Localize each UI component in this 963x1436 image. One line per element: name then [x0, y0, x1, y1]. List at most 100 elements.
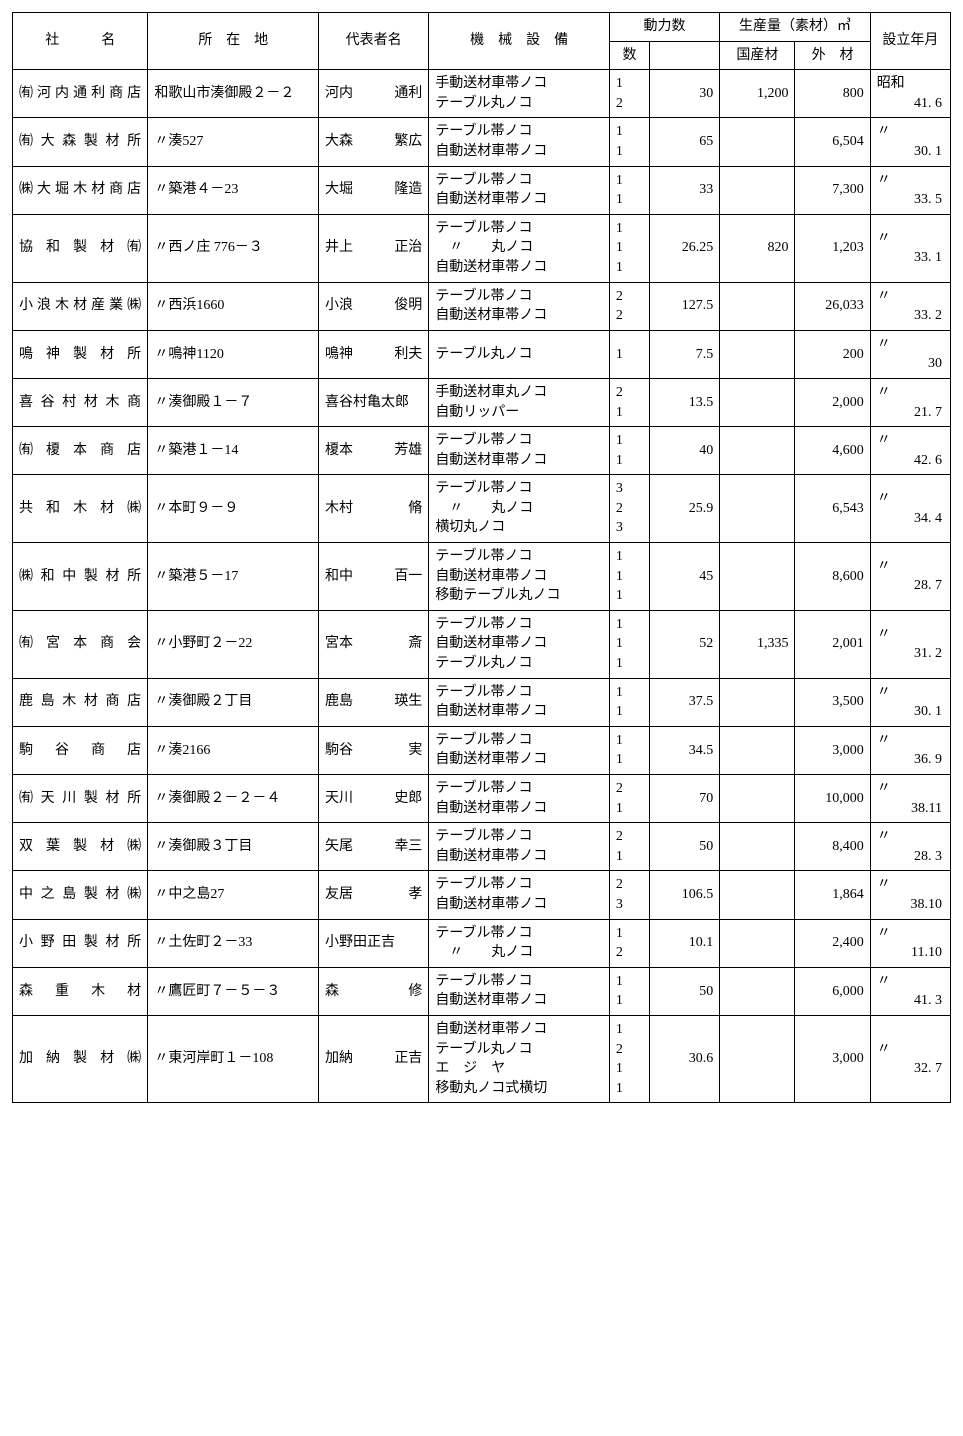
table-row: ㈲河内通利商店和歌山市湊御殿２－２河内通利手動送材車帯ノコテーブル丸ノコ1230… — [13, 70, 951, 118]
cell-production-foreign: 3,000 — [795, 1015, 870, 1102]
cell-established: 〃34. 4 — [870, 475, 950, 543]
cell-established: 〃38.10 — [870, 871, 950, 919]
cell-production-foreign: 2,001 — [795, 610, 870, 678]
cell-company-name: 鹿島木材商店 — [13, 678, 148, 726]
cell-address: 〃本町９－９ — [148, 475, 319, 543]
table-row: ㈲天川製材所〃湊御殿２－２－４天川史郎テーブル帯ノコ自動送材車帯ノコ217010… — [13, 775, 951, 823]
col-prod: 生産量（素材）㎥ — [720, 13, 870, 42]
cell-production-domestic — [720, 427, 795, 475]
cell-representative: 小浪俊明 — [318, 282, 428, 330]
cell-address: 〃築港１－14 — [148, 427, 319, 475]
cell-power-count: 11 — [609, 726, 649, 774]
col-prod-for: 外 材 — [795, 41, 870, 70]
cell-power-count: 21 — [609, 378, 649, 426]
cell-power-value: 30 — [650, 70, 720, 118]
col-power: 動力数 — [609, 13, 719, 42]
cell-production-domestic — [720, 823, 795, 871]
cell-production-domestic — [720, 378, 795, 426]
table-row: ㈲ 宮 本 商 会〃小野町２－22宮本斎テーブル帯ノコ自動送材車帯ノコテーブル丸… — [13, 610, 951, 678]
col-name: 社 名 — [13, 13, 148, 70]
cell-production-foreign: 6,000 — [795, 967, 870, 1015]
cell-power-value: 40 — [650, 427, 720, 475]
cell-address: 〃築港４－23 — [148, 166, 319, 214]
cell-representative: 森修 — [318, 967, 428, 1015]
cell-company-name: 協 和 製 材 ㈲ — [13, 214, 148, 282]
cell-power-value: 13.5 — [650, 378, 720, 426]
cell-equipment: テーブル帯ノコ自動送材車帯ノコ移動テーブル丸ノコ — [429, 543, 610, 611]
cell-power-value: 52 — [650, 610, 720, 678]
cell-address: 〃湊527 — [148, 118, 319, 166]
cell-company-name: ㈲大森製材所 — [13, 118, 148, 166]
cell-representative: 喜谷村亀太郎 — [318, 378, 428, 426]
cell-representative: 大森繁広 — [318, 118, 428, 166]
cell-production-foreign: 1,864 — [795, 871, 870, 919]
cell-power-count: 11 — [609, 678, 649, 726]
cell-production-domestic — [720, 118, 795, 166]
table-row: 中之島製材㈱〃中之島27友居孝テーブル帯ノコ自動送材車帯ノコ23106.51,8… — [13, 871, 951, 919]
cell-representative: 木村脩 — [318, 475, 428, 543]
cell-established: 昭和41. 6 — [870, 70, 950, 118]
cell-established: 〃33. 5 — [870, 166, 950, 214]
cell-equipment: テーブル帯ノコ自動送材車帯ノコ — [429, 823, 610, 871]
cell-production-domestic — [720, 967, 795, 1015]
cell-power-value: 34.5 — [650, 726, 720, 774]
cell-power-count: 11 — [609, 967, 649, 1015]
cell-power-value: 10.1 — [650, 919, 720, 967]
cell-company-name: 加 納 製 材 ㈱ — [13, 1015, 148, 1102]
cell-established: 〃28. 7 — [870, 543, 950, 611]
cell-company-name: ㈱和中製材所 — [13, 543, 148, 611]
col-rep: 代表者名 — [318, 13, 428, 70]
cell-equipment: テーブル帯ノコ自動送材車帯ノコテーブル丸ノコ — [429, 610, 610, 678]
cell-equipment: テーブル帯ノコ自動送材車帯ノコ — [429, 118, 610, 166]
cell-equipment: テーブル帯ノコ 〃 丸ノコ自動送材車帯ノコ — [429, 214, 610, 282]
cell-production-domestic — [720, 1015, 795, 1102]
cell-production-domestic — [720, 475, 795, 543]
cell-production-domestic — [720, 330, 795, 378]
cell-company-name: 中之島製材㈱ — [13, 871, 148, 919]
cell-equipment: テーブル丸ノコ — [429, 330, 610, 378]
cell-established: 〃36. 9 — [870, 726, 950, 774]
cell-power-value: 33 — [650, 166, 720, 214]
cell-representative: 河内通利 — [318, 70, 428, 118]
cell-production-domestic — [720, 166, 795, 214]
cell-established: 〃33. 2 — [870, 282, 950, 330]
cell-representative: 小野田正吉 — [318, 919, 428, 967]
cell-production-foreign: 800 — [795, 70, 870, 118]
col-addr: 所 在 地 — [148, 13, 319, 70]
cell-company-name: 小野田製材所 — [13, 919, 148, 967]
cell-production-foreign: 8,600 — [795, 543, 870, 611]
cell-representative: 加納正吉 — [318, 1015, 428, 1102]
cell-power-value: 70 — [650, 775, 720, 823]
cell-production-domestic — [720, 871, 795, 919]
cell-power-count: 323 — [609, 475, 649, 543]
cell-address: 〃東河岸町１－108 — [148, 1015, 319, 1102]
cell-power-value: 50 — [650, 967, 720, 1015]
cell-company-name: 双 葉 製 材 ㈱ — [13, 823, 148, 871]
cell-production-foreign: 10,000 — [795, 775, 870, 823]
cell-address: 〃土佐町２－33 — [148, 919, 319, 967]
cell-representative: 鹿島瑛生 — [318, 678, 428, 726]
cell-equipment: テーブル帯ノコ自動送材車帯ノコ — [429, 166, 610, 214]
table-row: ㈱和中製材所〃築港５－17和中百一テーブル帯ノコ自動送材車帯ノコ移動テーブル丸ノ… — [13, 543, 951, 611]
cell-power-count: 111 — [609, 214, 649, 282]
cell-address: 〃湊御殿２－２－４ — [148, 775, 319, 823]
cell-established: 〃41. 3 — [870, 967, 950, 1015]
cell-representative: 鳴神利夫 — [318, 330, 428, 378]
cell-representative: 友居孝 — [318, 871, 428, 919]
cell-power-value: 30.6 — [650, 1015, 720, 1102]
table-row: 共 和 木 材 ㈱〃本町９－９木村脩テーブル帯ノコ 〃 丸ノコ横切丸ノコ3232… — [13, 475, 951, 543]
cell-power-count: 111 — [609, 543, 649, 611]
cell-company-name: ㈲ 宮 本 商 会 — [13, 610, 148, 678]
cell-power-count: 111 — [609, 610, 649, 678]
cell-established: 〃30 — [870, 330, 950, 378]
cell-representative: 大堀隆造 — [318, 166, 428, 214]
col-power-count: 数 — [609, 41, 649, 70]
cell-production-domestic — [720, 775, 795, 823]
cell-power-value: 50 — [650, 823, 720, 871]
cell-address: 〃築港５－17 — [148, 543, 319, 611]
cell-equipment: テーブル帯ノコ自動送材車帯ノコ — [429, 427, 610, 475]
cell-company-name: 駒 谷 商 店 — [13, 726, 148, 774]
cell-production-domestic: 820 — [720, 214, 795, 282]
table-header: 社 名 所 在 地 代表者名 機 械 設 備 動力数 生産量（素材）㎥ 設立年月… — [13, 13, 951, 70]
cell-production-foreign: 26,033 — [795, 282, 870, 330]
